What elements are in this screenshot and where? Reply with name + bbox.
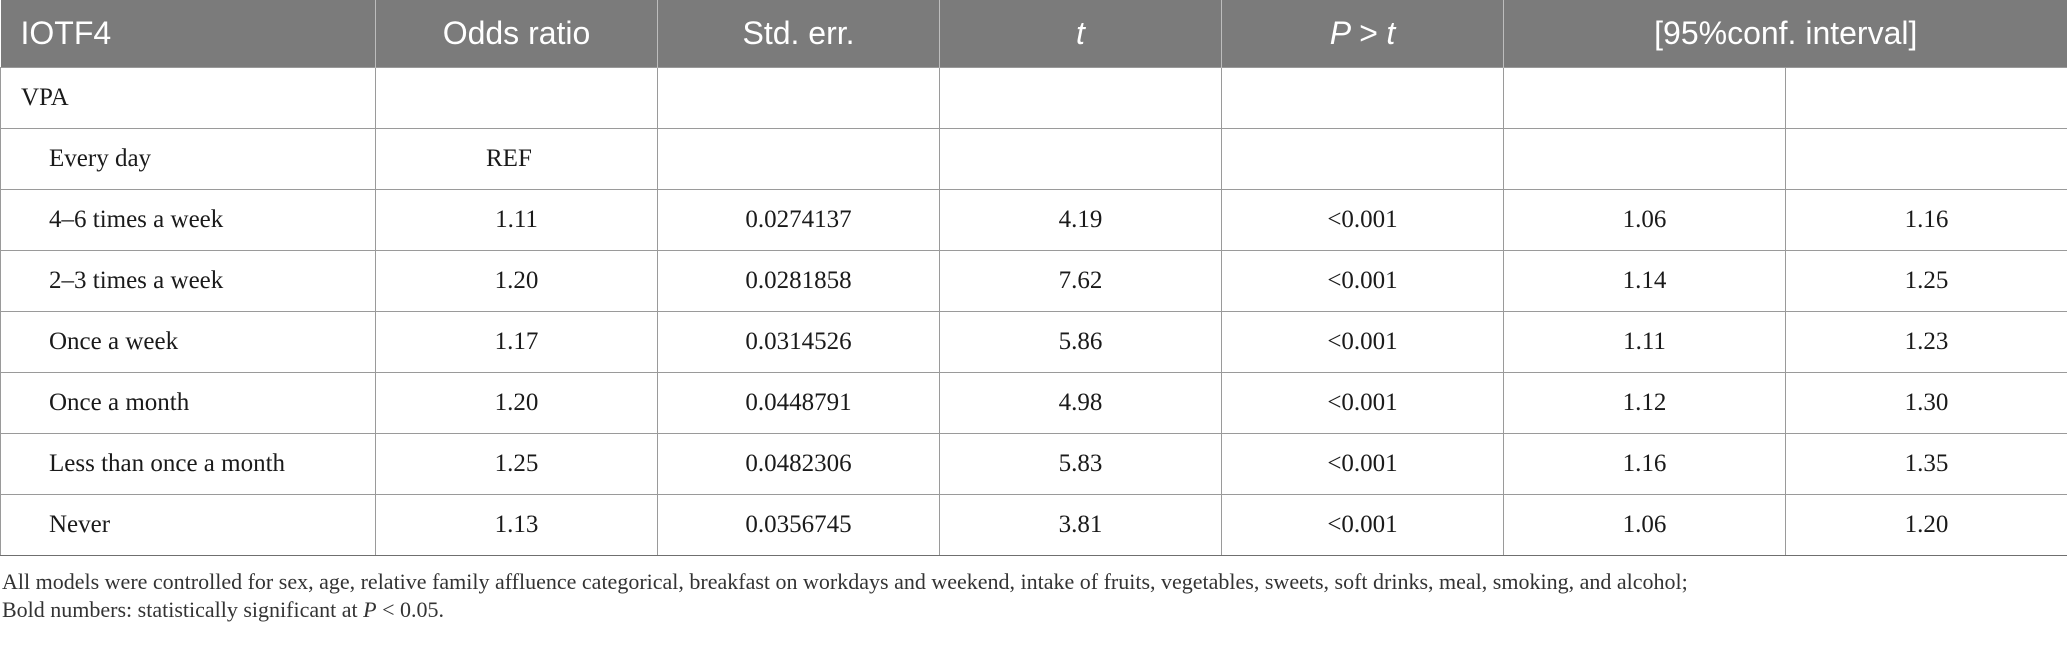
std-err-cell: 0.0482306 xyxy=(657,433,940,495)
row-label: Once a week xyxy=(0,311,376,373)
std-err-cell: 0.0274137 xyxy=(657,189,940,251)
table-row: 4–6 times a week 1.11 0.0274137 4.19 <0.… xyxy=(0,189,2067,251)
header-odds-ratio: Odds ratio xyxy=(375,0,658,68)
p-cell: <0.001 xyxy=(1221,311,1504,373)
ci-low-cell: 1.06 xyxy=(1503,189,1786,251)
ci-high-cell: 1.35 xyxy=(1785,433,2067,495)
footnote-line-2: Bold numbers: statistically significant … xyxy=(2,596,2067,624)
row-label: 4–6 times a week xyxy=(0,189,376,251)
odds-ratio-cell: 1.11 xyxy=(375,189,658,251)
t-cell: 5.86 xyxy=(939,311,1222,373)
row-label: Never xyxy=(0,494,376,556)
std-err-cell: 0.0448791 xyxy=(657,372,940,434)
footnote-line-2-prefix: Bold numbers: statistically significant … xyxy=(2,597,364,622)
empty-cell xyxy=(939,67,1222,129)
row-label: Every day xyxy=(0,128,376,190)
ci-low-cell: 1.14 xyxy=(1503,250,1786,312)
t-cell: 3.81 xyxy=(939,494,1222,556)
p-cell: <0.001 xyxy=(1221,189,1504,251)
p-cell: <0.001 xyxy=(1221,494,1504,556)
odds-ratio-cell: 1.20 xyxy=(375,372,658,434)
odds-ratio-cell: 1.13 xyxy=(375,494,658,556)
header-p-value: P > t xyxy=(1221,0,1504,68)
p-cell xyxy=(1221,128,1504,190)
empty-cell xyxy=(1221,67,1504,129)
header-conf-interval: [95%conf. interval] xyxy=(1503,0,2067,68)
header-t: t xyxy=(939,0,1222,68)
table-footnote: All models were controlled for sex, age,… xyxy=(0,556,2067,624)
ci-low-cell: 1.06 xyxy=(1503,494,1786,556)
header-row: IOTF4 Odds ratio Std. err. t P > t [95%c… xyxy=(0,0,2067,68)
footnote-line-1: All models were controlled for sex, age,… xyxy=(2,569,1688,594)
table-row: Once a week 1.17 0.0314526 5.86 <0.001 1… xyxy=(0,311,2067,373)
header-iotf4: IOTF4 xyxy=(0,0,376,68)
footnote-line-2-suffix: < 0.05. xyxy=(376,597,444,622)
ci-high-cell: 1.30 xyxy=(1785,372,2067,434)
odds-ratio-cell: 1.17 xyxy=(375,311,658,373)
p-cell: <0.001 xyxy=(1221,433,1504,495)
p-cell: <0.001 xyxy=(1221,250,1504,312)
table-row: Less than once a month 1.25 0.0482306 5.… xyxy=(0,433,2067,495)
std-err-cell: 0.0281858 xyxy=(657,250,940,312)
empty-cell xyxy=(375,67,658,129)
ci-high-cell: 1.16 xyxy=(1785,189,2067,251)
table-row: Never 1.13 0.0356745 3.81 <0.001 1.06 1.… xyxy=(0,494,2067,556)
ci-high-cell: 1.23 xyxy=(1785,311,2067,373)
ci-high-cell: 1.20 xyxy=(1785,494,2067,556)
ci-low-cell: 1.11 xyxy=(1503,311,1786,373)
t-cell: 7.62 xyxy=(939,250,1222,312)
t-cell xyxy=(939,128,1222,190)
empty-cell xyxy=(1785,67,2067,129)
group-label: VPA xyxy=(0,67,376,129)
t-cell: 5.83 xyxy=(939,433,1222,495)
ci-low-cell: 1.12 xyxy=(1503,372,1786,434)
table-row: Every day REF xyxy=(0,128,2067,190)
ci-high-cell xyxy=(1785,128,2067,190)
std-err-cell: 0.0356745 xyxy=(657,494,940,556)
header-std-err: Std. err. xyxy=(657,0,940,68)
empty-cell xyxy=(1503,67,1786,129)
std-err-cell xyxy=(657,128,940,190)
empty-cell xyxy=(657,67,940,129)
table-row: 2–3 times a week 1.20 0.0281858 7.62 <0.… xyxy=(0,250,2067,312)
t-cell: 4.98 xyxy=(939,372,1222,434)
table-row: Once a month 1.20 0.0448791 4.98 <0.001 … xyxy=(0,372,2067,434)
footnote-p-symbol: P xyxy=(363,597,377,622)
group-row-vpa: VPA xyxy=(0,67,2067,129)
p-cell: <0.001 xyxy=(1221,372,1504,434)
ci-high-cell: 1.25 xyxy=(1785,250,2067,312)
row-label: Less than once a month xyxy=(0,433,376,495)
odds-ratio-cell: 1.25 xyxy=(375,433,658,495)
odds-ratio-table-figure: IOTF4 Odds ratio Std. err. t P > t [95%c… xyxy=(0,0,2067,624)
odds-ratio-table: IOTF4 Odds ratio Std. err. t P > t [95%c… xyxy=(0,0,2067,556)
ci-low-cell: 1.16 xyxy=(1503,433,1786,495)
odds-ratio-cell: 1.20 xyxy=(375,250,658,312)
odds-ratio-cell: REF xyxy=(375,128,658,190)
std-err-cell: 0.0314526 xyxy=(657,311,940,373)
row-label: Once a month xyxy=(0,372,376,434)
row-label: 2–3 times a week xyxy=(0,250,376,312)
t-cell: 4.19 xyxy=(939,189,1222,251)
ci-low-cell xyxy=(1503,128,1786,190)
